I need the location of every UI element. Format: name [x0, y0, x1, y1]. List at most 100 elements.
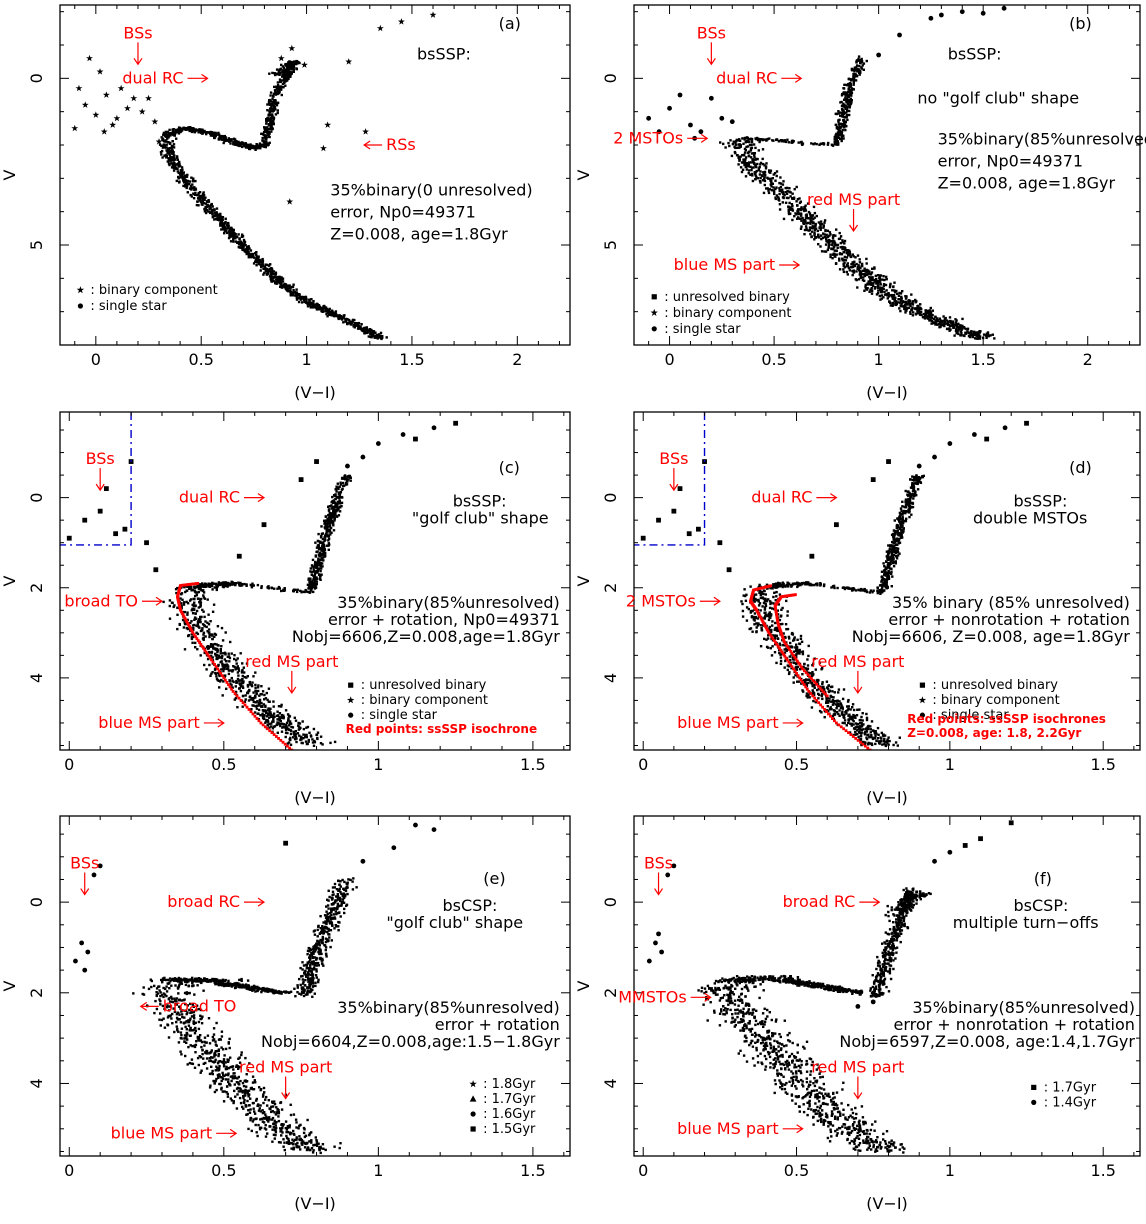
plot-area [60, 412, 459, 750]
data-point [314, 459, 319, 464]
feature-label: blue MS part [98, 713, 225, 732]
data-point [151, 118, 159, 125]
plot-frame [633, 4, 1141, 346]
isochrone-1 [749, 584, 872, 750]
y-tick-label: 4 [601, 673, 620, 683]
feature-label: BSs [659, 449, 688, 492]
legend-marker [919, 712, 926, 718]
legend-marker [651, 326, 657, 332]
plot-area [646, 5, 1007, 340]
feature-label-text: BSs [70, 854, 99, 873]
data-point [124, 104, 131, 112]
x-tick-label: 0 [638, 755, 648, 774]
data-point [656, 517, 661, 523]
data-point [102, 91, 110, 98]
data-point [97, 508, 103, 514]
legend-entry: : 1.8Gyr [483, 1077, 536, 1092]
data-point [345, 463, 350, 469]
label-arrow [853, 1076, 863, 1100]
legend: : binary component: single star [76, 283, 218, 314]
y-axis-label: V [0, 169, 19, 180]
plot-frame [59, 4, 571, 346]
data-point [698, 129, 704, 135]
feature-label: red MS part [239, 1058, 332, 1100]
x-tick-label: 1 [373, 1161, 383, 1180]
legend-marker [470, 1111, 476, 1117]
data-point [145, 94, 152, 102]
star-cloud-sgb [767, 976, 864, 996]
data-point [984, 436, 990, 442]
data-point [431, 827, 437, 832]
label-arrow [781, 73, 803, 83]
data-point [82, 517, 88, 523]
isochrone-note: Red points: ssSSP isochrones [907, 712, 1106, 726]
feature-label: BSs [644, 854, 673, 896]
x-tick-label: 0 [91, 350, 101, 369]
legend-entry: : 1.6Gyr [483, 1107, 536, 1122]
star-cloud-sgb [223, 581, 309, 594]
data-point [978, 836, 983, 842]
label-arrow [95, 468, 105, 492]
info-line: Nobj=6597,Z=0.008, age:1.4,1.7Gyr [839, 1032, 1135, 1051]
x-tick-label: 0 [64, 755, 74, 774]
data-point [659, 949, 664, 955]
data-point [932, 858, 937, 864]
data-point [686, 531, 692, 537]
x-tick-label: 0.5 [188, 350, 213, 369]
data-point [916, 463, 922, 469]
label-arrow [287, 670, 297, 694]
info-line: error, Np0=49371 [938, 151, 1084, 170]
x-tick-label: 1.5 [970, 350, 995, 369]
feature-label: red MS part [245, 652, 338, 694]
legend-marker [469, 1080, 477, 1088]
legend: : unresolved binary: binary component: s… [347, 678, 488, 723]
y-tick-label: 0 [27, 493, 46, 503]
legend-marker [348, 682, 354, 688]
feature-label-text: red MS part [245, 652, 338, 671]
data-point [665, 872, 671, 878]
panel-subtitle: "golf club" shape [412, 509, 549, 528]
data-point [362, 128, 369, 135]
data-point [667, 105, 672, 111]
label-arrow [687, 133, 709, 143]
info-line: error + rotation, Np0=49371 [328, 610, 560, 629]
feature-label-text: 2 MSTOs [613, 128, 683, 147]
data-point [86, 54, 93, 62]
y-tick-label: 0 [601, 493, 620, 503]
feature-label-text: blue MS part [677, 1119, 779, 1138]
data-point [161, 131, 169, 138]
feature-label-text: BSs [697, 23, 726, 42]
panel-d: 0 0.5 1 1.5 0 2 4 (V−I) V (d)bsSSP:double MSTOs 35… [574, 411, 1141, 807]
plot-area [71, 11, 437, 341]
y-tick-label: 2 [27, 988, 46, 998]
data-point [81, 101, 89, 108]
data-point [236, 553, 242, 559]
legend-entry: : 1.5Gyr [483, 1122, 536, 1137]
data-point [398, 18, 405, 25]
feature-label-text: dual RC [716, 68, 777, 87]
data-point [100, 128, 108, 135]
panel-e: 0 0.5 1 1.5 0 2 4 (V−I) V (e) bsCSP:"golf club" sh… [0, 815, 571, 1213]
data-point [729, 119, 735, 125]
data-point [886, 459, 891, 464]
isochrone-note: Z=0.008, age: 1.8, 2.2Gyr [907, 726, 1081, 740]
feature-label: BSs [697, 23, 726, 66]
x-tick-label: 0.5 [761, 350, 786, 369]
bs-selection-box [634, 412, 706, 546]
legend: : unresolved binary: binary component: s… [650, 290, 792, 337]
data-point [97, 863, 103, 869]
label-arrow [859, 897, 881, 907]
legend-entry: : binary component [664, 306, 791, 321]
legend-marker [651, 294, 657, 300]
data-point [286, 198, 294, 205]
feature-label-text: BSs [659, 449, 688, 468]
plot-area [634, 412, 1029, 750]
legend-marker [918, 696, 927, 704]
data-point [360, 454, 366, 460]
feature-label-text: dual RC [179, 488, 240, 507]
data-point [376, 24, 384, 32]
info-line: 35%binary(0 unresolved) [330, 180, 532, 199]
feature-label-text: red MS part [239, 1058, 332, 1077]
feature-label: BSs [70, 854, 99, 896]
y-axis-label: V [574, 575, 593, 586]
